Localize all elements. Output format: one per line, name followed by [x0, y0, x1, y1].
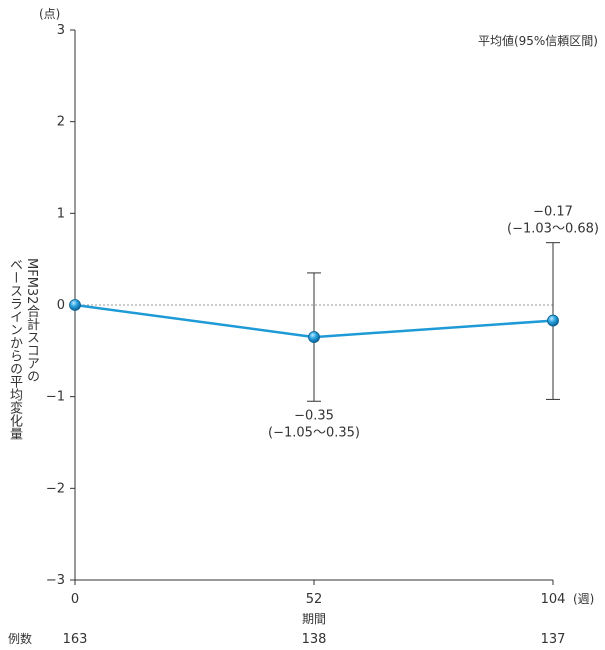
counts-label: 例数 [8, 631, 32, 646]
count-value: 138 [302, 632, 327, 647]
y-tick-label: 3 [57, 23, 65, 38]
y-axis-title-line-2: ベースラインからの平均変化量 [7, 258, 22, 440]
y-tick-label: 0 [57, 298, 65, 313]
data-points [69, 299, 559, 343]
count-value: 163 [63, 632, 88, 647]
axes: 3 2 1 0 −1 −2 −3 0 52 104 [46, 23, 566, 607]
x-tick-label: 104 [541, 592, 566, 607]
y-tick-label: 2 [57, 115, 65, 130]
y-tick-label: −1 [46, 390, 65, 405]
data-label-ci: (−1.05〜0.35) [268, 425, 360, 440]
x-unit-label: (週) [573, 592, 594, 606]
y-tick-label: −3 [46, 573, 65, 588]
x-tick-label: 0 [71, 592, 79, 607]
data-point [547, 314, 559, 327]
legend-note: 平均値(95%信頼区間) [478, 33, 598, 48]
x-axis-title: 期間 [302, 612, 326, 626]
y-tick-label: 1 [57, 206, 65, 221]
y-tick-label: −2 [46, 481, 65, 496]
data-point [69, 299, 81, 311]
y-axis-title: MFM32合計スコアの ベースラインからの平均変化量 [6, 258, 40, 440]
x-tick-label: 52 [306, 592, 323, 607]
y-unit-label: (点) [39, 7, 60, 21]
data-label-mean: −0.17 [533, 205, 573, 220]
data-point [308, 331, 320, 343]
data-label-mean: −0.35 [294, 408, 334, 423]
y-axis-title-line-1: MFM32合計スコアの [24, 258, 39, 383]
data-label-ci: (−1.03〜0.68) [507, 222, 599, 237]
labels: (点) (週) 期間 平均値(95%信頼区間) 例数 163 138 137 −0.35 (−1.… [8, 7, 599, 647]
count-value: 137 [541, 632, 566, 647]
